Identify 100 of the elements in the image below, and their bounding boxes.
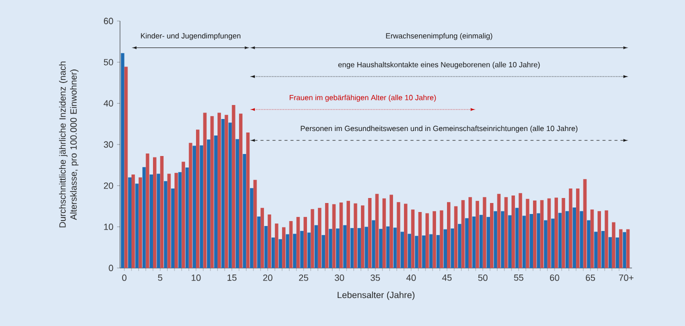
bar xyxy=(468,197,472,268)
bar xyxy=(446,202,450,268)
bar xyxy=(497,194,501,268)
bar xyxy=(368,198,372,268)
bar xyxy=(152,157,156,268)
bar xyxy=(214,135,218,268)
bar xyxy=(504,197,508,268)
bar xyxy=(458,224,462,268)
bar xyxy=(612,222,616,268)
bar xyxy=(185,168,189,268)
bar xyxy=(522,216,526,268)
x-tick-label: 45 xyxy=(442,274,452,281)
bar xyxy=(272,238,275,268)
bar xyxy=(616,238,620,268)
bar xyxy=(274,224,278,268)
bar xyxy=(547,198,551,268)
bar xyxy=(196,130,200,268)
bar xyxy=(408,234,412,268)
bar xyxy=(414,236,418,268)
bar xyxy=(260,208,264,268)
bar xyxy=(150,174,153,268)
bar xyxy=(278,239,282,268)
bar xyxy=(587,220,590,268)
bar xyxy=(372,220,376,268)
bar xyxy=(518,193,522,268)
bar xyxy=(598,211,601,268)
bar xyxy=(379,228,382,268)
bar xyxy=(336,228,340,268)
x-tick-label: 5 xyxy=(158,274,162,281)
bar xyxy=(268,214,272,268)
bar xyxy=(479,214,483,268)
bar xyxy=(206,140,210,268)
bar xyxy=(346,200,350,268)
bar xyxy=(364,226,368,268)
y-tick-label: 50 xyxy=(104,58,114,66)
bar xyxy=(358,228,361,268)
y-tick-label: 60 xyxy=(104,18,114,24)
bar xyxy=(390,194,394,268)
bar xyxy=(300,230,304,268)
bar xyxy=(296,216,300,268)
bar xyxy=(604,210,608,268)
bar xyxy=(174,172,178,268)
bar xyxy=(540,200,544,268)
y-tick-label: 20 xyxy=(104,182,114,189)
bar xyxy=(386,226,390,268)
bar xyxy=(257,216,261,268)
x-tick-label: 25 xyxy=(299,274,308,281)
bar xyxy=(239,114,242,268)
bar xyxy=(500,211,504,268)
bar xyxy=(310,209,314,268)
y-tick-label: 10 xyxy=(104,224,114,230)
bar xyxy=(192,146,196,268)
bar xyxy=(131,174,135,268)
bar xyxy=(422,235,426,268)
x-tick-label: 15 xyxy=(228,274,236,281)
bar xyxy=(325,202,328,268)
bar xyxy=(138,177,142,268)
bar xyxy=(486,216,490,268)
bar xyxy=(160,156,164,268)
bar xyxy=(490,202,494,268)
bar xyxy=(393,228,397,268)
bar xyxy=(508,215,512,268)
x-tick-label: 10 xyxy=(192,274,201,281)
bar xyxy=(583,179,587,268)
bar xyxy=(530,214,534,268)
bar xyxy=(224,114,228,268)
bar xyxy=(282,227,286,268)
x-tick-label: 70+ xyxy=(619,274,634,281)
bar xyxy=(328,228,332,268)
bar xyxy=(533,200,536,268)
y-axis-title: Durchschnittliche jährliche Inzidenz (nach Altersklasse, pro 100.000 Einwohner) xyxy=(59,62,78,228)
bar xyxy=(382,198,386,268)
bar xyxy=(608,237,612,268)
x-tick-label: 35 xyxy=(370,274,380,281)
bar xyxy=(182,162,186,268)
bar xyxy=(289,221,293,268)
x-tick-label: 50 xyxy=(478,274,488,281)
bar xyxy=(253,180,257,268)
bar xyxy=(343,225,347,268)
x-tick-label: 55 xyxy=(514,274,524,281)
bar xyxy=(411,210,415,268)
y-tick-label: 30 xyxy=(104,141,114,148)
x-tick-label: 40 xyxy=(406,274,416,281)
bar xyxy=(404,204,408,268)
bar xyxy=(228,122,232,268)
x-tick-label: 20 xyxy=(263,274,272,281)
bar xyxy=(120,53,124,268)
bar xyxy=(250,188,254,268)
bar xyxy=(594,232,598,268)
bar xyxy=(236,139,240,268)
bar xyxy=(590,210,594,268)
bar xyxy=(350,228,354,268)
bar xyxy=(619,229,622,268)
bar xyxy=(210,116,214,268)
bar xyxy=(203,112,207,268)
bar xyxy=(400,232,404,268)
y-tick-label: 40 xyxy=(104,100,114,107)
x-tick-label: 60 xyxy=(550,274,560,281)
bar xyxy=(526,198,530,268)
bar xyxy=(436,235,440,268)
